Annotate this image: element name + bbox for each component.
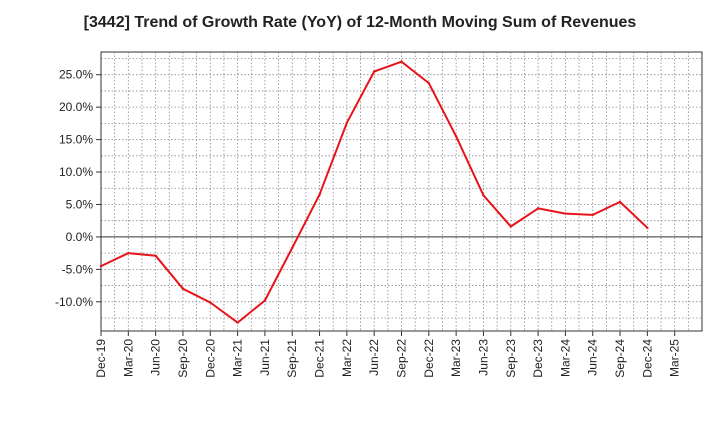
x-tick-label: Dec-23 <box>531 339 545 378</box>
x-tick-label: Dec-19 <box>94 339 108 378</box>
data-point <box>345 121 349 124</box>
data-point <box>372 70 376 73</box>
data-point <box>181 287 185 291</box>
y-tick-label: 25.0% <box>59 68 93 82</box>
x-tick-label: Dec-21 <box>313 339 327 378</box>
x-tick-label: Sep-24 <box>613 339 627 378</box>
x-tick-label: Jun-22 <box>367 339 381 376</box>
x-tick-label: Mar-24 <box>558 339 572 377</box>
y-tick-label: 0.0% <box>66 230 94 244</box>
x-tick-label: Mar-25 <box>668 339 682 377</box>
data-point <box>400 60 403 63</box>
data-point <box>564 212 567 215</box>
x-tick-label: Mar-23 <box>449 339 463 377</box>
chart-title: [3442] Trend of Growth Rate (YoY) of 12-… <box>83 14 637 31</box>
x-tick-label: Jun-23 <box>476 339 490 376</box>
x-tick-label: Mar-21 <box>231 339 245 377</box>
y-tick-label: 15.0% <box>59 133 93 147</box>
y-tick-label: -10.0% <box>55 295 93 309</box>
data-point <box>618 200 622 204</box>
data-point <box>291 246 294 250</box>
y-tick-label: 5.0% <box>66 197 94 211</box>
y-tick-label: 20.0% <box>59 100 93 114</box>
y-tick-label: -5.0% <box>62 262 94 276</box>
data-point <box>427 81 431 85</box>
data-point <box>209 301 212 304</box>
plot-area <box>101 52 702 331</box>
x-tick-label: Dec-20 <box>203 339 217 378</box>
x-tick-label: Dec-24 <box>640 339 654 378</box>
x-tick-label: Jun-24 <box>586 339 600 376</box>
x-tick-label: Sep-22 <box>395 339 409 378</box>
x-tick-label: Jun-21 <box>258 339 272 376</box>
x-tick-label: Dec-22 <box>422 339 436 378</box>
x-tick-label: Jun-20 <box>149 339 163 376</box>
x-tick-label: Sep-20 <box>176 339 190 378</box>
data-point <box>263 299 267 302</box>
data-point <box>536 207 540 210</box>
data-point <box>482 194 485 197</box>
y-tick-label: 10.0% <box>59 165 93 179</box>
x-tick-label: Mar-20 <box>121 339 135 377</box>
data-point <box>127 251 130 255</box>
x-tick-label: Mar-22 <box>340 339 354 377</box>
data-point <box>99 264 103 268</box>
data-point <box>509 225 512 228</box>
data-point <box>236 321 239 324</box>
data-point <box>454 135 458 138</box>
data-point <box>591 213 594 217</box>
x-tick-label: Sep-21 <box>285 339 299 378</box>
data-point <box>154 254 157 257</box>
data-point <box>318 193 321 196</box>
data-point <box>646 226 649 230</box>
x-tick-label: Sep-23 <box>504 339 518 378</box>
